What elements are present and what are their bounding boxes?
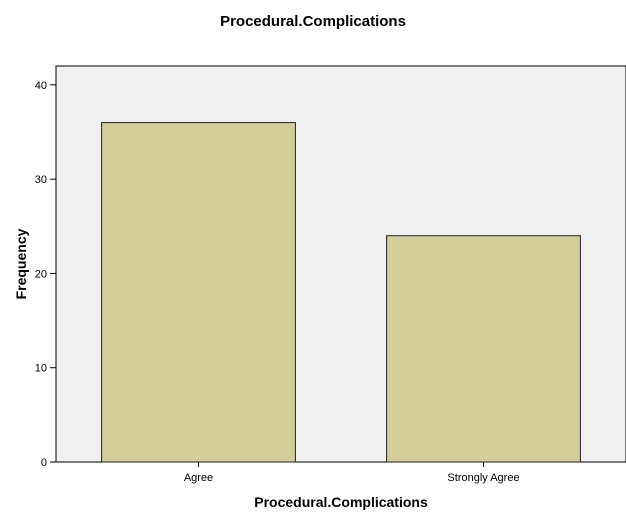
y-tick-label: 20 xyxy=(35,268,47,280)
bar-strongly-agree xyxy=(386,235,581,463)
y-tick-label: 40 xyxy=(35,80,47,92)
y-tick-label: 0 xyxy=(41,457,47,469)
chart-title: Procedural.Complications xyxy=(220,13,406,30)
y-axis-ticks: 0 10 20 30 40 xyxy=(35,80,56,469)
x-tick-label: Agree xyxy=(184,472,213,484)
bars-group xyxy=(101,122,581,463)
x-tick-label: Strongly Agree xyxy=(447,472,519,484)
bar-agree xyxy=(101,122,296,463)
y-tick-label: 10 xyxy=(35,363,47,375)
x-axis-label: Procedural.Complications xyxy=(254,494,428,510)
y-tick-label: 30 xyxy=(35,174,47,186)
x-axis-ticks: Agree Strongly Agree xyxy=(184,462,520,484)
y-axis-label: Frequency xyxy=(13,228,29,299)
